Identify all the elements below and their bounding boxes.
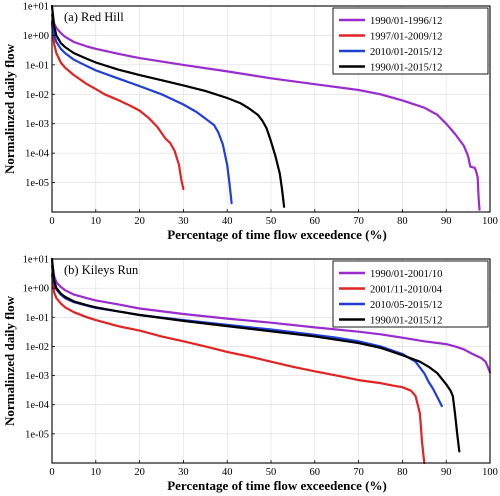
x-tick-label: 70 bbox=[353, 467, 364, 478]
series-line-3 bbox=[50, 4, 286, 208]
y-tick-label: 1e-05 bbox=[25, 429, 49, 440]
y-tick-label: 1e-05 bbox=[25, 178, 49, 189]
panel-kileys-run: 0 10 20 30 40 50 60 70 80 90 100 1e+01 1e+00 1e-01 1e-… bbox=[2, 255, 498, 494]
y-tick-label: 1e-02 bbox=[25, 90, 49, 101]
x-tick-label: 80 bbox=[397, 216, 408, 227]
legend-label-2: 2010/05-2015/12 bbox=[370, 300, 442, 311]
series-line-0 bbox=[50, 260, 492, 374]
x-tick-label: 60 bbox=[310, 216, 321, 227]
y-axis-title: Normalinzed daily flow bbox=[2, 43, 17, 174]
series-line-1 bbox=[50, 22, 185, 191]
panel-title: (b) Kileys Run bbox=[64, 263, 139, 277]
x-tick-label: 40 bbox=[222, 216, 233, 227]
x-tick-label: 100 bbox=[482, 467, 498, 478]
x-axis-title: Percentage of time flow exceedence (%) bbox=[167, 478, 387, 493]
legend-label-3: 1990/01-2015/12 bbox=[370, 315, 442, 326]
legend: 1990/01-1996/12 1997/01-2009/12 2010/01-20… bbox=[332, 7, 489, 75]
x-tick-label: 20 bbox=[134, 216, 145, 227]
x-tick-label: 30 bbox=[178, 467, 189, 478]
x-tick-label: 60 bbox=[310, 467, 321, 478]
series-line-3 bbox=[50, 257, 461, 453]
x-tick-label: 50 bbox=[266, 216, 277, 227]
x-tick-label: 10 bbox=[91, 216, 102, 227]
x-tick-label: 100 bbox=[482, 216, 498, 227]
x-tick-label: 90 bbox=[441, 467, 452, 478]
x-tick-label: 0 bbox=[49, 216, 54, 227]
legend-label-0: 1990/01-1996/12 bbox=[370, 16, 442, 27]
x-tick-label: 30 bbox=[178, 216, 189, 227]
y-tick-label: 1e+00 bbox=[23, 31, 49, 42]
x-tick-label: 40 bbox=[222, 467, 233, 478]
series-line-1 bbox=[50, 273, 426, 465]
x-axis-title: Percentage of time flow exceedence (%) bbox=[167, 227, 387, 242]
series-line-2 bbox=[50, 20, 233, 205]
y-tick-label: 1e-03 bbox=[25, 371, 49, 382]
y-tick-label: 1e-01 bbox=[25, 313, 49, 324]
y-tick-label: 1e-01 bbox=[25, 60, 49, 71]
legend: 1990/01-2001/10 2001/11-2010/04 2010/05-20… bbox=[332, 260, 489, 328]
x-tick-label: 50 bbox=[266, 467, 277, 478]
y-tick-label: 1e+01 bbox=[23, 2, 49, 13]
panel-red-hill: 0 10 20 30 40 50 60 70 80 90 100 1e+01 1e+00 1e-01 1e-… bbox=[2, 2, 498, 243]
y-axis-title: Normalinzed daily flow bbox=[2, 295, 17, 426]
x-tick-label: 80 bbox=[397, 467, 408, 478]
legend-label-3: 1990/01-2015/12 bbox=[370, 62, 442, 73]
y-tick-label: 1e+01 bbox=[23, 255, 49, 266]
legend-label-2: 2010/01-2015/12 bbox=[370, 47, 442, 58]
x-tick-label: 70 bbox=[353, 216, 364, 227]
x-tick-label: 10 bbox=[91, 467, 102, 478]
y-tick-label: 1e-04 bbox=[25, 400, 50, 411]
legend-label-0: 1990/01-2001/10 bbox=[370, 269, 442, 280]
x-tick-label: 20 bbox=[134, 467, 145, 478]
y-tick-label: 1e-03 bbox=[25, 119, 49, 130]
y-tick-label: 1e-02 bbox=[25, 342, 49, 353]
x-tick-label: 0 bbox=[49, 467, 54, 478]
panel-title: (a) Red Hill bbox=[64, 10, 124, 24]
y-tick-label: 1e-04 bbox=[25, 149, 50, 160]
legend-label-1: 1997/01-2009/12 bbox=[370, 31, 442, 42]
legend-label-1: 2001/11-2010/04 bbox=[370, 284, 443, 295]
x-tick-label: 90 bbox=[441, 216, 452, 227]
series-line-0 bbox=[50, 13, 481, 211]
y-tick-label: 1e+00 bbox=[23, 284, 49, 295]
